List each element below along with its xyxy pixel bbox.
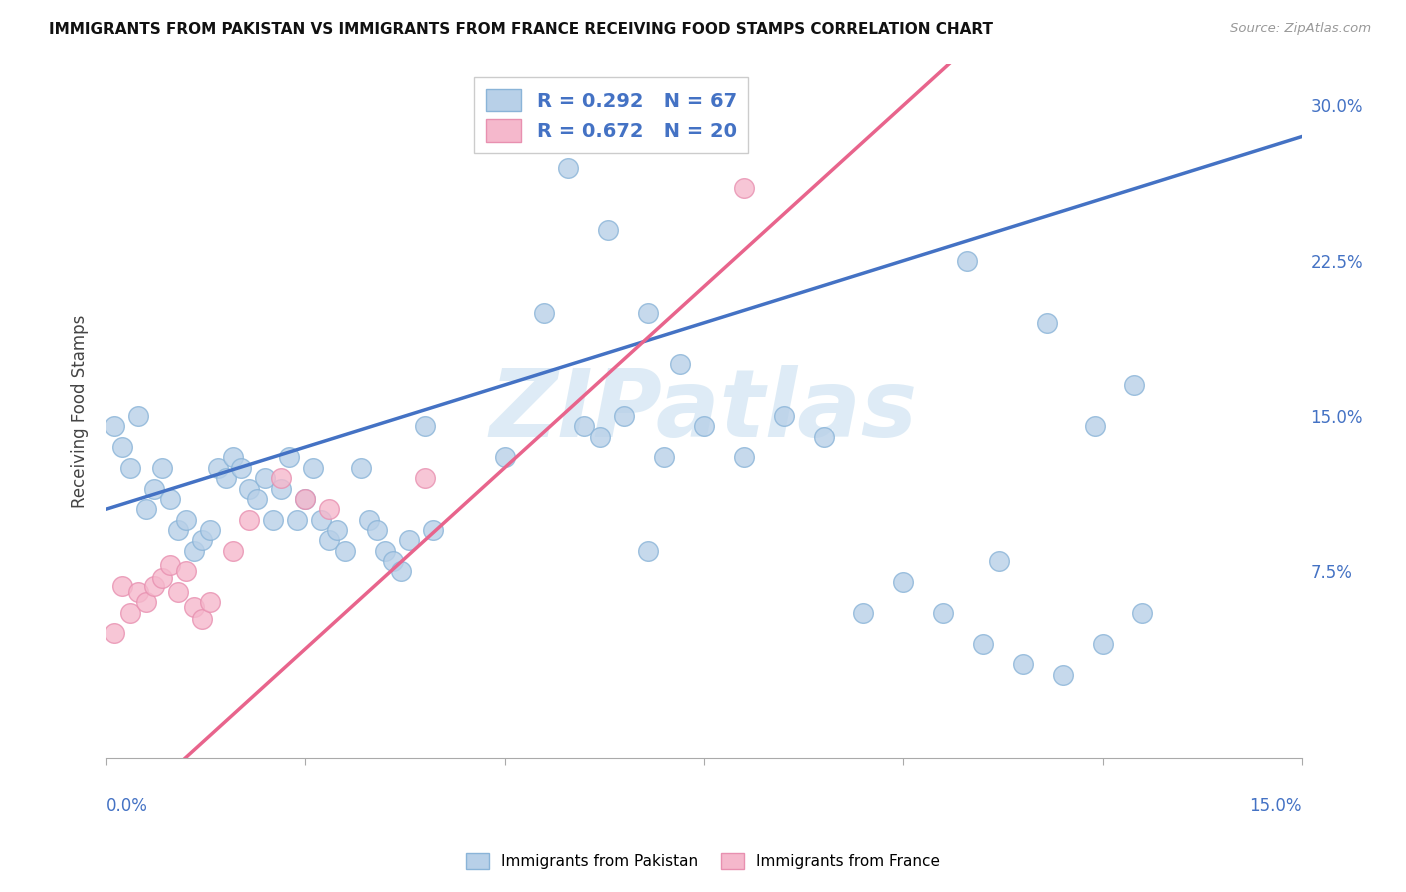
- Point: [557, 161, 579, 175]
- Point: [150, 570, 173, 584]
- Point: [669, 357, 692, 371]
- Point: [238, 512, 260, 526]
- Text: Source: ZipAtlas.com: Source: ZipAtlas.com: [1230, 22, 1371, 36]
- Point: [198, 523, 221, 537]
- Point: [294, 491, 316, 506]
- Point: [772, 409, 794, 423]
- Point: [294, 491, 316, 506]
- Legend: R = 0.292   N = 67, R = 0.672   N = 20: R = 0.292 N = 67, R = 0.672 N = 20: [474, 78, 748, 153]
- Point: [174, 565, 197, 579]
- Point: [159, 558, 181, 573]
- Legend: Immigrants from Pakistan, Immigrants from France: Immigrants from Pakistan, Immigrants fro…: [460, 847, 946, 875]
- Text: 15.0%: 15.0%: [1250, 797, 1302, 814]
- Point: [262, 512, 284, 526]
- Point: [374, 543, 396, 558]
- Point: [891, 574, 914, 589]
- Point: [103, 626, 125, 640]
- Point: [318, 533, 340, 548]
- Point: [302, 460, 325, 475]
- Point: [652, 450, 675, 465]
- Point: [222, 450, 245, 465]
- Point: [350, 460, 373, 475]
- Point: [127, 409, 149, 423]
- Point: [733, 181, 755, 195]
- Point: [422, 523, 444, 537]
- Point: [1052, 668, 1074, 682]
- Point: [285, 512, 308, 526]
- Point: [956, 253, 979, 268]
- Point: [413, 471, 436, 485]
- Point: [142, 482, 165, 496]
- Point: [1123, 378, 1146, 392]
- Point: [318, 502, 340, 516]
- Point: [637, 543, 659, 558]
- Point: [135, 595, 157, 609]
- Point: [1036, 316, 1059, 330]
- Point: [574, 419, 596, 434]
- Point: [309, 512, 332, 526]
- Point: [111, 440, 134, 454]
- Point: [733, 450, 755, 465]
- Point: [198, 595, 221, 609]
- Point: [118, 606, 141, 620]
- Point: [254, 471, 277, 485]
- Point: [693, 419, 716, 434]
- Point: [270, 482, 292, 496]
- Text: 0.0%: 0.0%: [105, 797, 148, 814]
- Point: [357, 512, 380, 526]
- Point: [238, 482, 260, 496]
- Point: [1091, 637, 1114, 651]
- Point: [127, 585, 149, 599]
- Point: [932, 606, 955, 620]
- Point: [231, 460, 253, 475]
- Point: [118, 460, 141, 475]
- Point: [598, 223, 620, 237]
- Text: IMMIGRANTS FROM PAKISTAN VS IMMIGRANTS FROM FRANCE RECEIVING FOOD STAMPS CORRELA: IMMIGRANTS FROM PAKISTAN VS IMMIGRANTS F…: [49, 22, 993, 37]
- Point: [366, 523, 388, 537]
- Point: [190, 612, 212, 626]
- Point: [270, 471, 292, 485]
- Point: [398, 533, 420, 548]
- Point: [103, 419, 125, 434]
- Text: ZIPatlas: ZIPatlas: [489, 365, 918, 457]
- Point: [333, 543, 356, 558]
- Point: [381, 554, 404, 568]
- Point: [159, 491, 181, 506]
- Point: [389, 565, 412, 579]
- Point: [413, 419, 436, 434]
- Point: [813, 430, 835, 444]
- Point: [972, 637, 994, 651]
- Point: [222, 543, 245, 558]
- Point: [533, 305, 555, 319]
- Point: [135, 502, 157, 516]
- Y-axis label: Receiving Food Stamps: Receiving Food Stamps: [72, 314, 89, 508]
- Point: [111, 579, 134, 593]
- Point: [183, 599, 205, 614]
- Point: [1084, 419, 1107, 434]
- Point: [166, 523, 188, 537]
- Point: [613, 409, 636, 423]
- Point: [246, 491, 269, 506]
- Point: [637, 305, 659, 319]
- Point: [1132, 606, 1154, 620]
- Point: [214, 471, 236, 485]
- Point: [190, 533, 212, 548]
- Point: [589, 430, 612, 444]
- Point: [166, 585, 188, 599]
- Point: [326, 523, 349, 537]
- Point: [142, 579, 165, 593]
- Point: [183, 543, 205, 558]
- Point: [150, 460, 173, 475]
- Point: [852, 606, 875, 620]
- Point: [1011, 657, 1033, 672]
- Point: [494, 450, 516, 465]
- Point: [987, 554, 1010, 568]
- Point: [278, 450, 301, 465]
- Point: [207, 460, 229, 475]
- Point: [174, 512, 197, 526]
